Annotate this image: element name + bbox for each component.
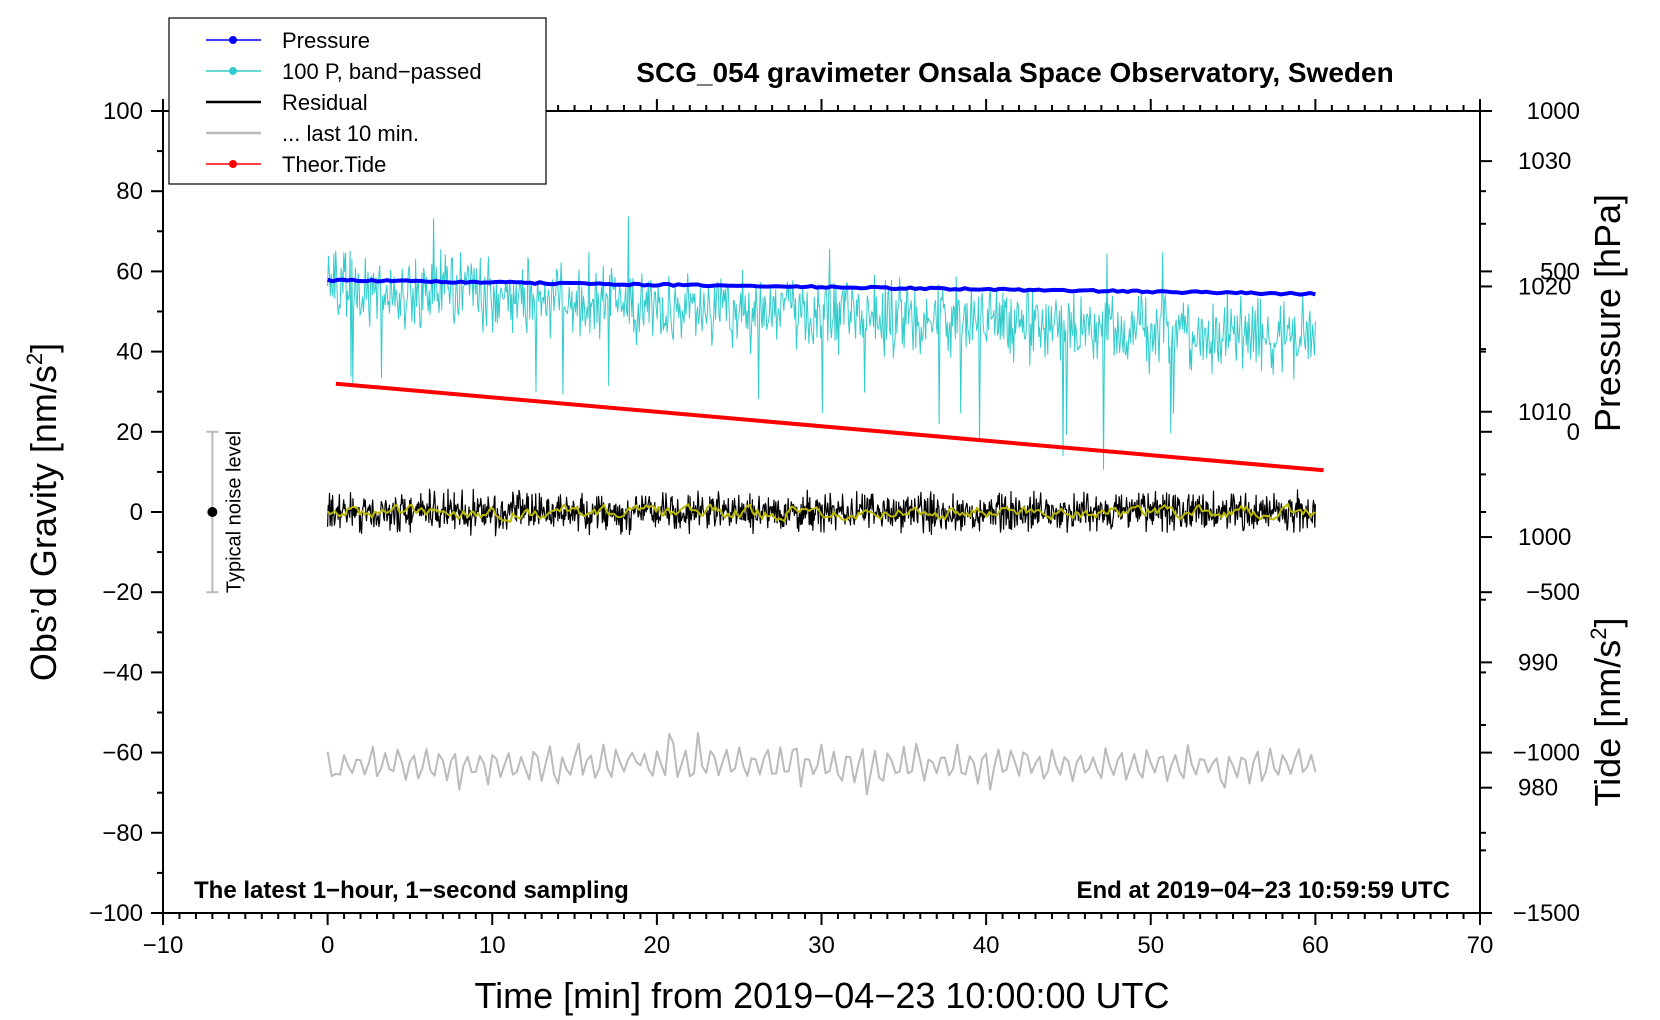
y-left-tick-label: 0 <box>130 499 143 526</box>
x-tick-label: 10 <box>479 932 506 959</box>
y-left-label-sup: 2 <box>22 353 47 365</box>
residual-line <box>327 488 1316 537</box>
legend: Pressure 100 P, band−passed Residual ... la… <box>168 17 547 185</box>
legend-label: Theor.Tide <box>282 152 386 177</box>
tide-tick-label: 500 <box>1540 258 1580 285</box>
x-tick-label: 70 <box>1467 932 1494 959</box>
tide-tick-label: 1000 <box>1527 98 1580 125</box>
series-layer <box>326 216 1324 796</box>
noise-level-indicator: Typical noise level <box>206 430 245 594</box>
tide-label-end: ] <box>1587 618 1628 628</box>
tide-tick-label: 0 <box>1567 419 1580 446</box>
x-tick-label: 50 <box>1137 932 1164 959</box>
x-tick-label: 30 <box>808 932 835 959</box>
footer-sampling-note: The latest 1−hour, 1−second sampling <box>194 877 629 904</box>
legend-marker <box>229 160 237 168</box>
tide-tick-label: −1500 <box>1513 900 1580 927</box>
x-tick-label: 60 <box>1302 932 1329 959</box>
pressure-tick-label: 1030 <box>1518 148 1571 175</box>
y-left-tick-label: 20 <box>116 419 143 446</box>
y-left-label-main: Obs’d Gravity [nm/s <box>23 365 64 681</box>
legend-label: Pressure <box>282 28 370 53</box>
noise-level-dot <box>207 507 218 517</box>
y-left-tick-label: −60 <box>102 740 143 767</box>
noise-level-label: Typical noise level <box>223 431 245 593</box>
pressure-tick-label: 980 <box>1518 775 1558 802</box>
legend-marker <box>229 67 237 75</box>
x-tick-label: 20 <box>644 932 671 959</box>
y-axis-label-left: Obs’d Gravity [nm/s2] <box>22 343 64 681</box>
band-passed-pressure-line <box>327 216 1316 470</box>
pressure-tick-label: 1020 <box>1518 273 1571 300</box>
pressure-tick-label: 990 <box>1518 649 1558 676</box>
y-left-tick-label: 40 <box>116 339 143 366</box>
tide-tick-label: −500 <box>1526 579 1580 606</box>
y-axis-label-pressure: Pressure [hPa] <box>1587 194 1628 432</box>
x-axis-label: Time [min] from 2019−04−23 10:00:00 UTC <box>474 975 1169 1016</box>
legend-label: ... last 10 min. <box>282 121 419 146</box>
y-left-tick-label: −20 <box>102 579 143 606</box>
tide-label-sup: 2 <box>1586 628 1611 640</box>
y-left-tick-label: 60 <box>116 258 143 285</box>
tide-label-main: Tide [nm/s <box>1587 640 1628 807</box>
pressure-tick-label: 1010 <box>1518 399 1571 426</box>
y-left-label-end: ] <box>23 343 64 353</box>
x-tick-label: 40 <box>973 932 1000 959</box>
y-left-tick-label: 100 <box>103 98 143 125</box>
x-tick-label: 0 <box>321 932 334 959</box>
last-10-min-line <box>326 732 1317 796</box>
y-left-tick-label: −40 <box>102 659 143 686</box>
y-axis-label-tide: Tide [nm/s2] <box>1586 618 1628 807</box>
x-tick-label: −10 <box>143 932 184 959</box>
chart-title: SCG_054 gravimeter Onsala Space Observat… <box>636 57 1393 88</box>
legend-label: 100 P, band−passed <box>282 59 482 84</box>
y-left-tick-label: 80 <box>116 178 143 205</box>
legend-marker <box>229 36 237 44</box>
theoretical-tide-line <box>335 381 1324 473</box>
y-left-tick-label: −100 <box>89 900 143 927</box>
legend-items: Pressure 100 P, band−passed Residual ... la… <box>206 28 482 177</box>
pressure-line <box>327 277 1316 297</box>
residual-smoothed-line <box>326 502 1316 523</box>
ticks-layer: −10 0 10 20 30 40 50 60 70−100−80−60−40−20020406… <box>89 98 1580 959</box>
legend-label: Residual <box>282 90 368 115</box>
footer-end-time: End at 2019−04−23 10:59:59 UTC <box>1076 877 1450 904</box>
y-left-tick-label: −80 <box>102 820 143 847</box>
tide-tick-label: −1000 <box>1513 740 1580 767</box>
pressure-tick-label: 1000 <box>1518 524 1571 551</box>
